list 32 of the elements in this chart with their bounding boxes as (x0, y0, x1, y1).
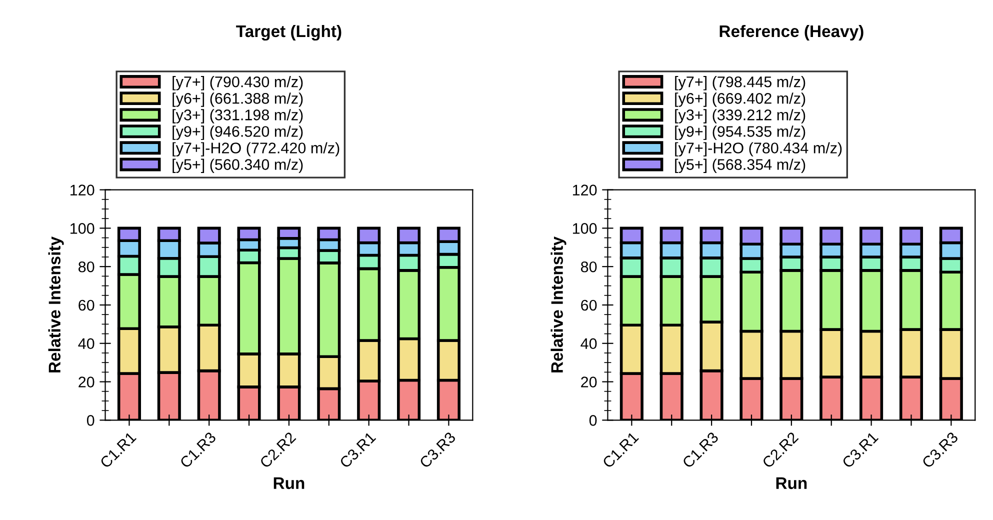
y-tick-label: 40 (580, 338, 597, 350)
y-tick-label: 60 (581, 300, 597, 311)
chart-title: Reference (Heavy) (720, 24, 864, 40)
legend-label: [y7+] (790.430 m/z) (172, 76, 303, 90)
y-tick-label: 0 (589, 415, 597, 426)
legend-label: [y3+] (339.212 m/z) (675, 109, 806, 124)
y-tick-label: 60 (78, 300, 94, 311)
y-tick-label: 120 (70, 184, 94, 196)
y-tick-label: 120 (572, 184, 597, 196)
y-tick-label: 80 (78, 261, 94, 272)
legend-label: [y7+]-H2O (772.420 m/z) (172, 142, 340, 156)
y-axis-title: Relative Intensity (48, 236, 64, 372)
x-axis-title: Run (274, 477, 304, 490)
x-axis-title: Run (776, 477, 807, 490)
legend-label: [y9+] (946.520 m/z) (172, 126, 303, 140)
legend-label: [y7+] (798.445 m/z) (675, 76, 806, 90)
legend-label: [y5+] (568.354 m/z) (675, 158, 806, 173)
y-tick-label: 40 (78, 338, 94, 350)
y-tick-label: 100 (70, 223, 94, 234)
y-tick-label: 20 (78, 376, 94, 388)
y-tick-label: 100 (572, 223, 597, 234)
legend-label: [y9+] (954.535 m/z) (675, 126, 806, 140)
y-tick-label: 20 (581, 376, 597, 388)
legend-label: [y6+] (661.388 m/z) (172, 92, 303, 107)
legend-label: [y7+]-H2O (780.434 m/z) (675, 142, 842, 156)
legend-label: [y3+] (331.198 m/z) (172, 109, 303, 124)
chart-title: Target (Light) (236, 24, 342, 41)
legend-label: [y6+] (669.402 m/z) (675, 92, 806, 107)
y-tick-label: 0 (86, 415, 94, 426)
y-axis-title: Relative Intensity (550, 236, 566, 372)
y-tick-label: 80 (580, 261, 597, 272)
legend-label: [y5+] (560.340 m/z) (172, 158, 303, 173)
